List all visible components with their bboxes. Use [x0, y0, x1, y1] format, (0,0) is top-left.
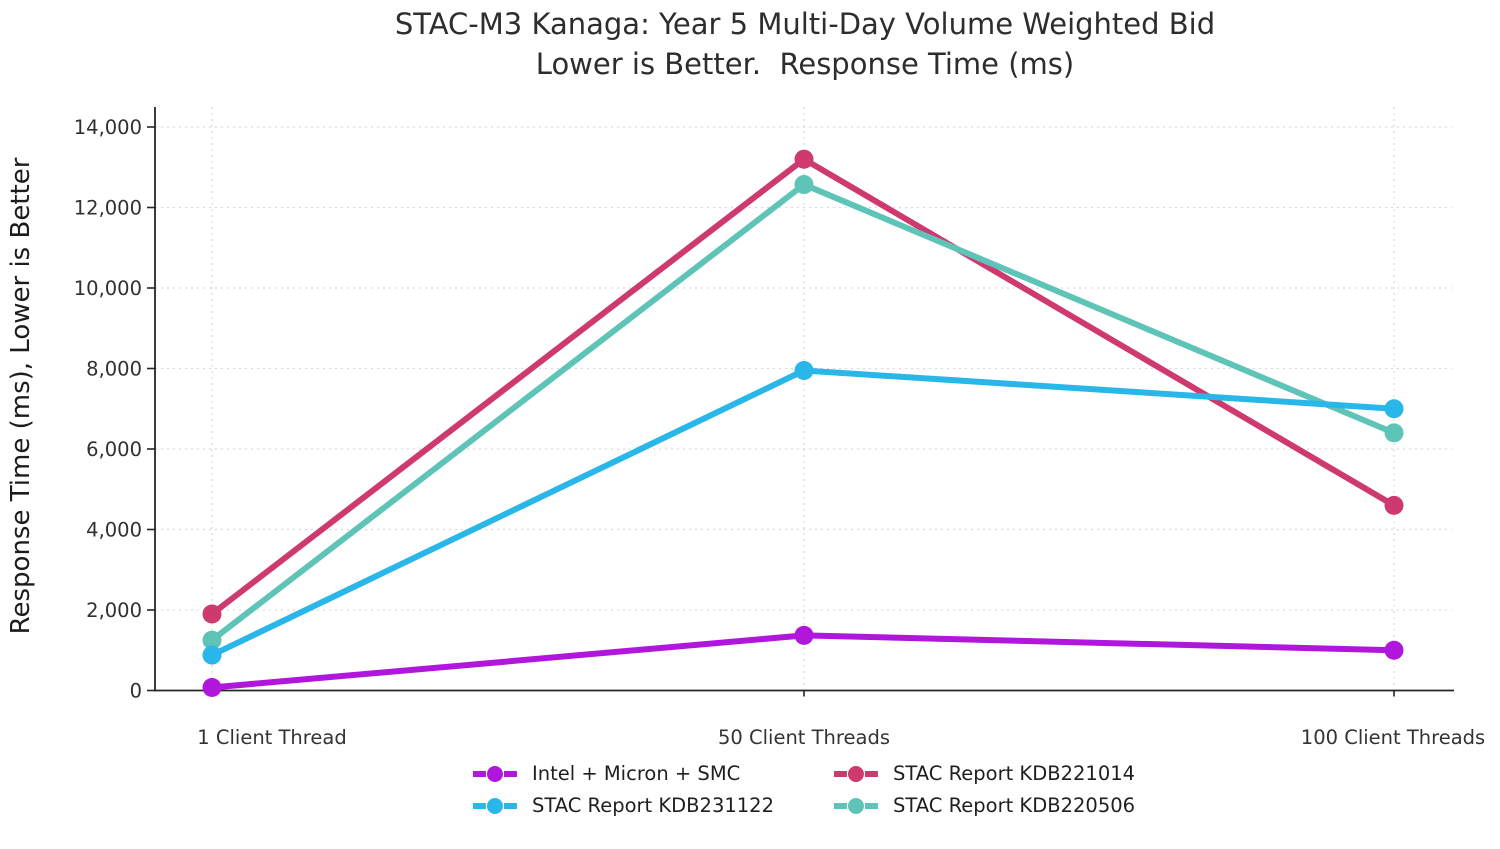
series-point-stac-report-kdb231122-1-client-thread: [202, 645, 222, 665]
series-point-stac-report-kdb221014-100-client-threads: [1384, 495, 1404, 515]
series-point-stac-report-kdb231122-100-client-threads: [1384, 399, 1404, 419]
legend-marker-icon: [472, 765, 517, 782]
legend-marker-icon: [834, 797, 878, 814]
chart-title: STAC-M3 Kanaga: Year 5 Multi-Day Volume …: [110, 4, 1500, 84]
legend-item-stac-report-kdb221014: STAC Report KDB221014: [832, 762, 1135, 785]
series-point-stac-report-kdb231122-50-client-threads: [794, 361, 814, 381]
series-point-stac-report-kdb220506-100-client-threads: [1384, 423, 1404, 443]
legend-label: STAC Report KDB231122: [531, 794, 774, 817]
y-tick-label-10-000: 10,000: [74, 277, 142, 300]
x-tick-label-100-client-threads: 100 Client Threads: [1301, 726, 1485, 749]
y-tick-label-12-000: 12,000: [74, 197, 142, 220]
series-point-intel-micron-smc-50-client-threads: [794, 625, 814, 645]
legend-label: STAC Report KDB221014: [893, 762, 1136, 785]
legend-item-stac-report-kdb220506: STAC Report KDB220506: [832, 794, 1135, 817]
chart-legend: Intel + Micron + SMC STAC Report KDB22101…: [471, 762, 1135, 817]
legend-marker-icon: [834, 765, 878, 782]
y-tick-label-6-000: 6,000: [86, 438, 142, 461]
series-point-stac-report-kdb221014-1-client-thread: [202, 604, 222, 624]
y-tick-label-14-000: 14,000: [74, 116, 142, 139]
series-point-stac-report-kdb220506-50-client-threads: [794, 175, 814, 195]
legend-label: Intel + Micron + SMC: [531, 762, 741, 785]
y-tick-label-0: 0: [130, 680, 142, 703]
legend-label: STAC Report KDB220506: [893, 794, 1136, 817]
legend-item-stac-report-kdb231122: STAC Report KDB231122: [471, 794, 774, 817]
series-point-stac-report-kdb220506-1-client-thread: [202, 630, 222, 650]
x-tick-label-1-client-thread: 1 Client Thread: [197, 726, 346, 749]
y-tick-label-2-000: 2,000: [86, 599, 142, 622]
legend-item-intel-micron-smc: Intel + Micron + SMC: [471, 762, 774, 785]
chart-title-line-1: STAC-M3 Kanaga: Year 5 Multi-Day Volume …: [394, 7, 1216, 41]
series-point-intel-micron-smc-100-client-threads: [1384, 640, 1404, 660]
series-point-stac-report-kdb221014-50-client-threads: [794, 149, 814, 169]
series-line-stac-report-kdb221014: [209, 156, 1397, 618]
series-line-stac-report-kdb231122: [209, 367, 1397, 659]
chart-title-line-2: Lower is Better. Response Time (ms): [535, 47, 1075, 81]
y-tick-label-4-000: 4,000: [86, 519, 142, 542]
series-point-intel-micron-smc-1-client-thread: [202, 677, 222, 697]
x-tick-label-50-client-threads: 50 Client Threads: [718, 726, 890, 749]
legend-marker-icon: [472, 797, 517, 814]
y-tick-label-8-000: 8,000: [86, 358, 142, 381]
